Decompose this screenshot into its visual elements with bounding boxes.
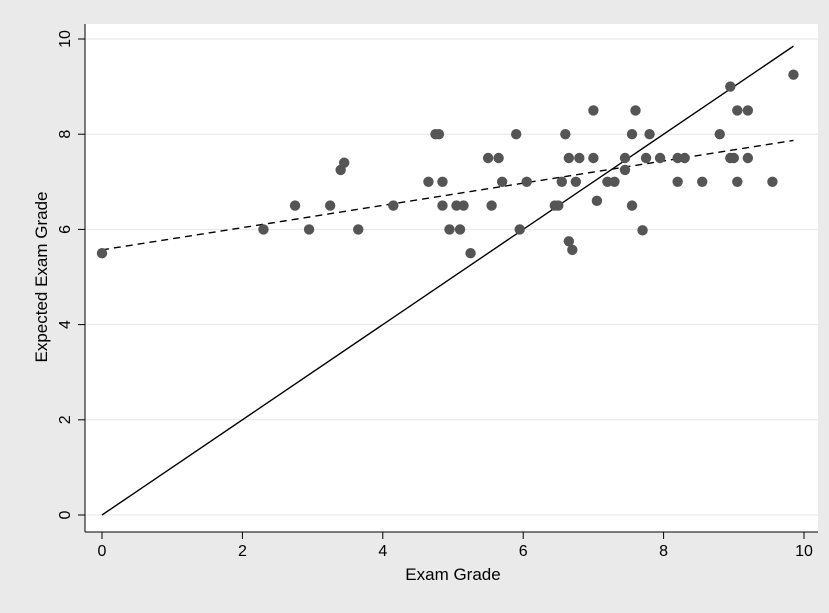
data-point-31 [563,236,575,247]
data-point-29 [560,129,571,140]
data-point-30 [563,152,575,164]
data-point-61 [767,176,778,187]
data-point-27 [553,200,564,211]
y-tick-label-0: 0 [57,510,74,519]
fit-lines [101,45,794,516]
data-point-47 [644,129,655,140]
data-point-18 [465,248,476,259]
data-point-17 [458,200,469,211]
y-tick-label-3: 6 [57,225,74,234]
data-point-22 [496,176,508,187]
data-point-7 [353,224,364,235]
x-tick-label-2: 4 [378,543,387,560]
x-tick-label-0: 0 [98,543,107,560]
data-point-20 [486,200,497,211]
data-point-37 [591,195,603,207]
data-point-42 [626,129,638,140]
data-point-13 [437,200,448,211]
data-point-60 [742,152,754,164]
data-point-32 [567,244,578,256]
data-point-19 [482,152,494,164]
data-point-16 [454,224,466,235]
data-point-12 [437,176,448,187]
data-point-8 [388,200,399,211]
data-point-11 [433,129,445,140]
data-point-52 [697,176,708,187]
data-point-39 [609,176,620,187]
dashed-fit-line [101,139,794,251]
data-point-21 [493,152,504,164]
x-tick-label-5: 10 [795,543,813,560]
data-point-28 [556,176,568,187]
x-axis-label: Exam Grade [405,565,500,584]
data-point-43 [626,200,638,211]
y-tick-label-4: 8 [57,130,74,139]
data-point-36 [588,152,599,164]
data-point-35 [588,105,599,116]
data-point-46 [640,152,652,164]
x-tick-label-4: 8 [659,543,668,560]
data-point-25 [521,176,532,187]
data-point-57 [732,105,743,116]
data-point-58 [732,176,743,187]
data-point-14 [444,224,455,235]
data-point-6 [338,157,350,168]
data-point-41 [619,164,631,176]
data-point-50 [672,176,683,187]
data-point-9 [423,176,434,187]
data-point-1 [258,224,269,235]
y-axis-label: Expected Exam Grade [32,191,51,362]
data-point-0 [96,248,108,259]
data-point-23 [510,129,522,140]
x-tick-label-3: 6 [519,543,528,560]
solid-reference-line [101,45,794,516]
data-point-53 [714,129,725,140]
data-point-44 [630,105,641,116]
y-tick-label-2: 4 [57,320,74,329]
data-point-59 [742,105,754,116]
data-point-24 [514,224,525,235]
x-tick-label-1: 2 [238,543,247,560]
data-point-4 [324,200,336,211]
data-point-51 [679,152,690,164]
data-point-34 [574,152,585,164]
data-point-40 [619,152,631,164]
y-tick-label-1: 2 [57,415,74,424]
data-point-54 [725,81,736,92]
data-point-56 [728,152,739,164]
data-point-45 [637,225,648,236]
data-points [96,69,799,259]
data-point-3 [303,224,315,235]
data-point-33 [570,176,582,187]
y-tick-label-5: 10 [57,30,74,48]
data-point-2 [289,200,301,211]
data-point-48 [654,152,666,164]
axes: 0 2 4 6 8 10 0 2 4 6 8 10 [57,24,818,560]
data-point-62 [788,69,799,80]
